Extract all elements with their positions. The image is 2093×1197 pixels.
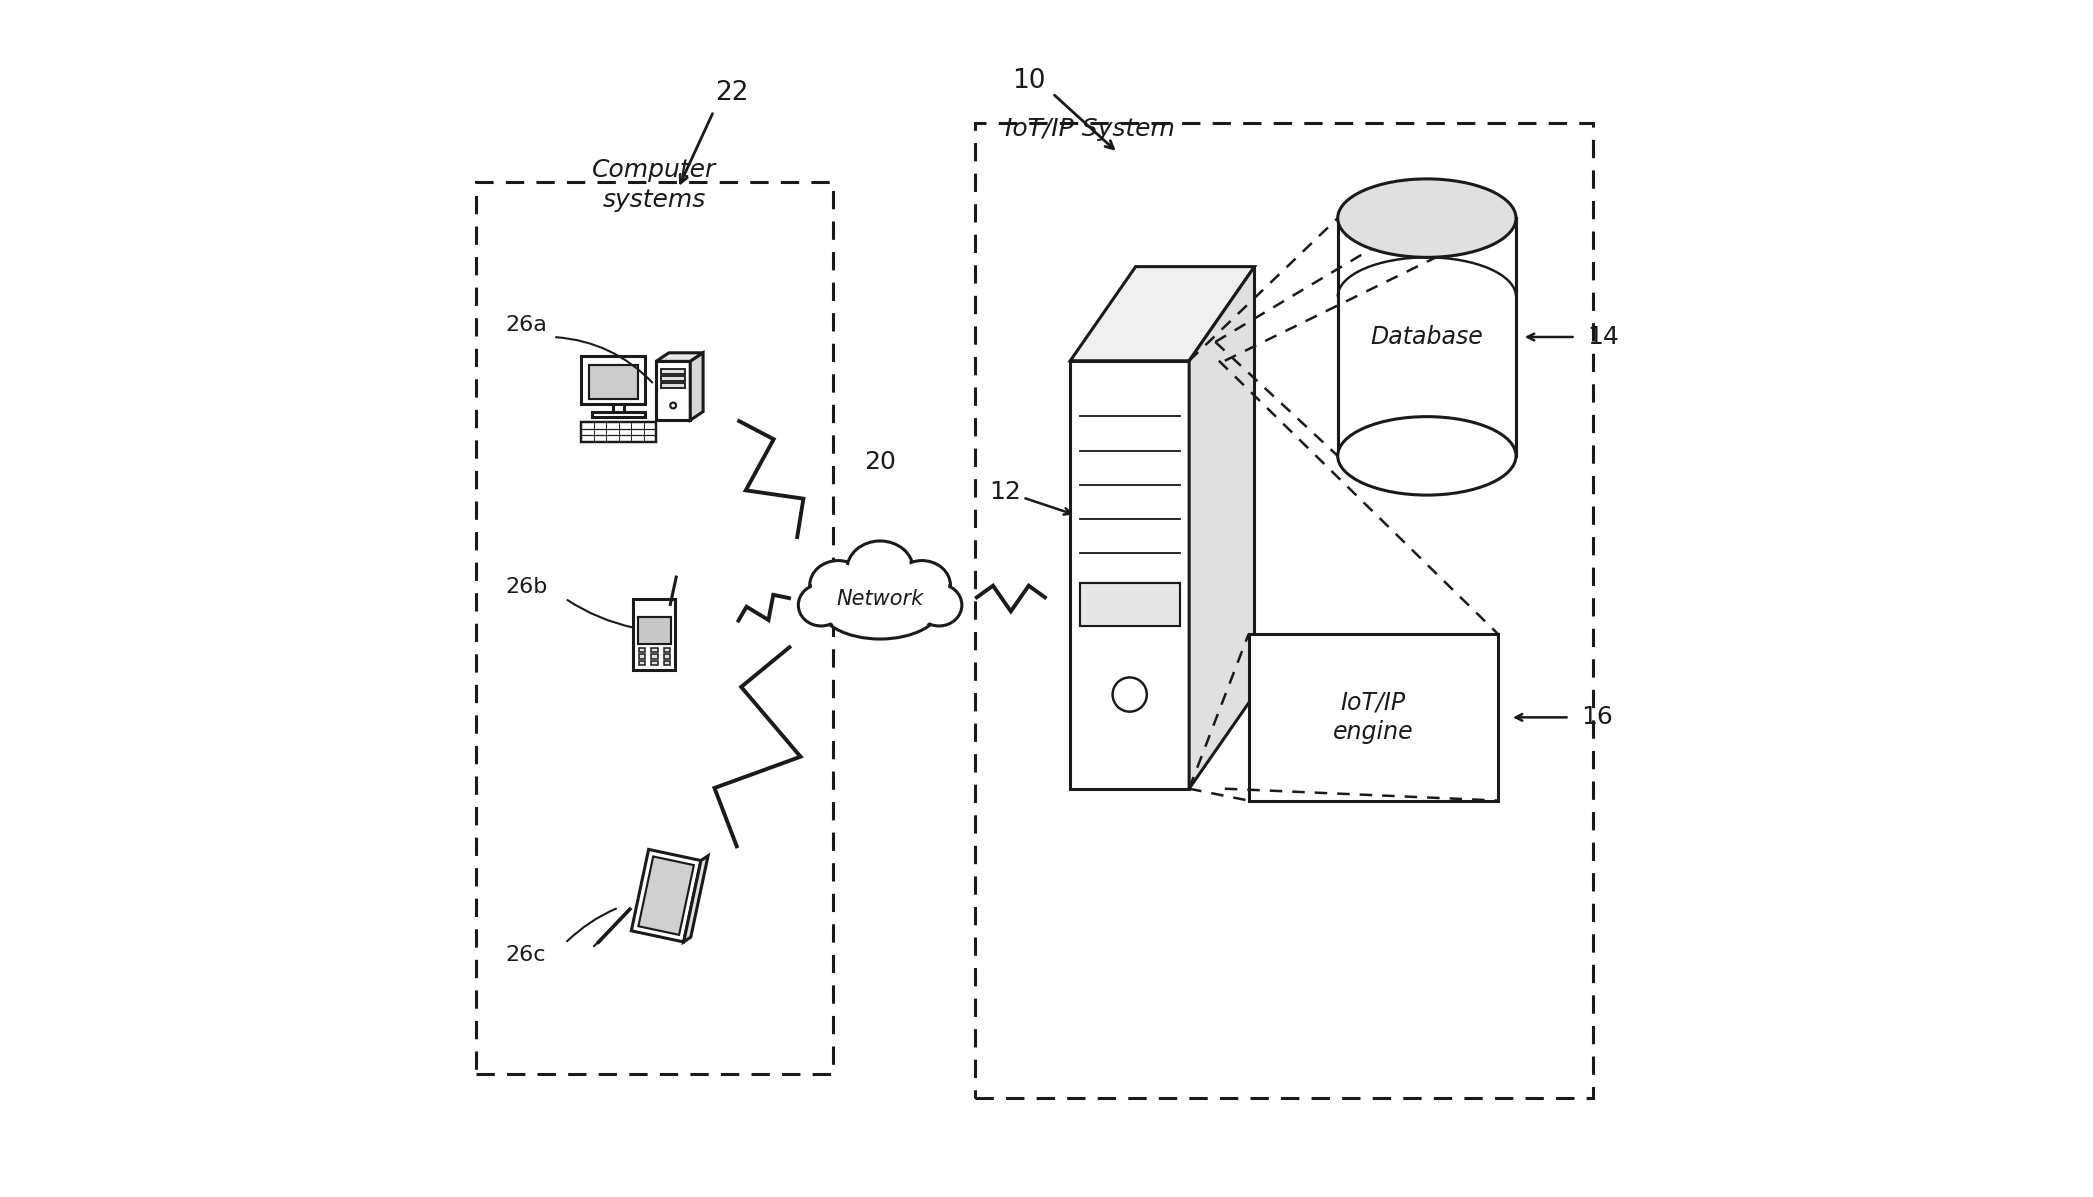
Bar <box>655 361 691 420</box>
Ellipse shape <box>818 571 942 639</box>
Text: Database: Database <box>1371 326 1484 350</box>
Bar <box>661 376 684 381</box>
Polygon shape <box>1070 267 1254 360</box>
Ellipse shape <box>812 564 864 607</box>
Bar <box>661 369 684 373</box>
Text: Computer
systems: Computer systems <box>592 158 716 212</box>
Polygon shape <box>632 850 701 942</box>
Bar <box>638 655 645 658</box>
Ellipse shape <box>797 584 843 626</box>
Ellipse shape <box>894 560 950 610</box>
Text: 26b: 26b <box>507 577 548 596</box>
Bar <box>582 356 645 405</box>
Bar <box>638 616 672 644</box>
Text: 26c: 26c <box>507 946 546 965</box>
Bar <box>634 598 676 670</box>
Ellipse shape <box>820 573 940 637</box>
Bar <box>663 655 670 658</box>
Ellipse shape <box>848 541 913 598</box>
Bar <box>651 648 657 652</box>
Ellipse shape <box>896 564 948 607</box>
Text: 10: 10 <box>1011 68 1044 95</box>
Bar <box>1070 360 1189 789</box>
Bar <box>661 383 684 388</box>
Bar <box>651 655 657 658</box>
Bar <box>651 661 657 666</box>
Polygon shape <box>1189 267 1254 789</box>
Bar <box>1337 218 1515 456</box>
Bar <box>1080 583 1180 626</box>
Polygon shape <box>684 856 707 942</box>
Text: IoT/IP
engine: IoT/IP engine <box>1333 691 1413 745</box>
Ellipse shape <box>850 545 910 595</box>
Circle shape <box>1113 678 1147 712</box>
Text: Network: Network <box>837 589 923 608</box>
Ellipse shape <box>1337 417 1515 496</box>
Bar <box>663 648 670 652</box>
Text: 14: 14 <box>1586 326 1620 350</box>
Bar <box>475 182 833 1074</box>
Ellipse shape <box>1337 178 1515 257</box>
Polygon shape <box>691 353 703 420</box>
Bar <box>975 123 1593 1098</box>
Bar <box>1250 634 1499 801</box>
Polygon shape <box>655 353 703 361</box>
Bar <box>638 661 645 666</box>
Bar <box>588 365 638 399</box>
Text: IoT/IP System: IoT/IP System <box>1005 117 1174 141</box>
Text: 20: 20 <box>864 450 896 474</box>
Ellipse shape <box>810 560 867 610</box>
Polygon shape <box>638 857 695 935</box>
Text: 26a: 26a <box>507 315 548 335</box>
Bar <box>582 423 655 442</box>
Text: 16: 16 <box>1582 705 1614 729</box>
Text: 22: 22 <box>714 80 749 107</box>
Bar <box>592 412 645 417</box>
Text: 12: 12 <box>990 480 1021 504</box>
Bar <box>663 661 670 666</box>
Bar <box>638 648 645 652</box>
Ellipse shape <box>917 584 963 626</box>
Circle shape <box>670 402 676 408</box>
